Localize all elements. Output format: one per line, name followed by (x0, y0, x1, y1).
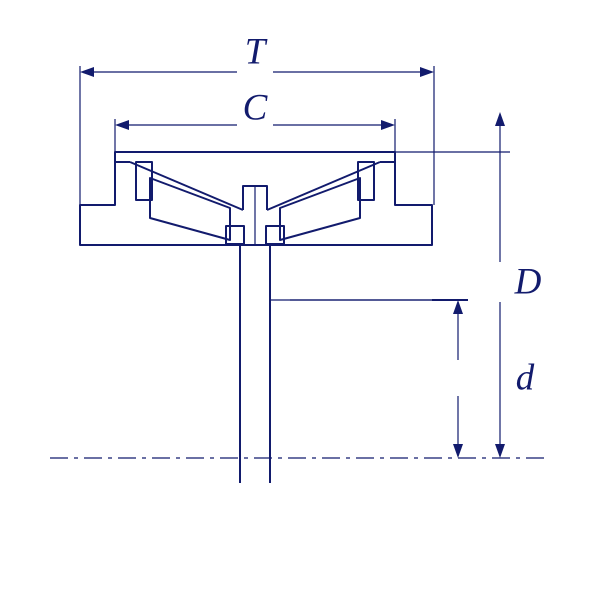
label-D: D (515, 264, 542, 301)
label-C: C (243, 90, 268, 127)
label-T: T (245, 34, 266, 71)
label-d: d (516, 360, 535, 397)
diagram-svg (0, 0, 600, 600)
diagram-stage: T C D d (0, 0, 600, 600)
